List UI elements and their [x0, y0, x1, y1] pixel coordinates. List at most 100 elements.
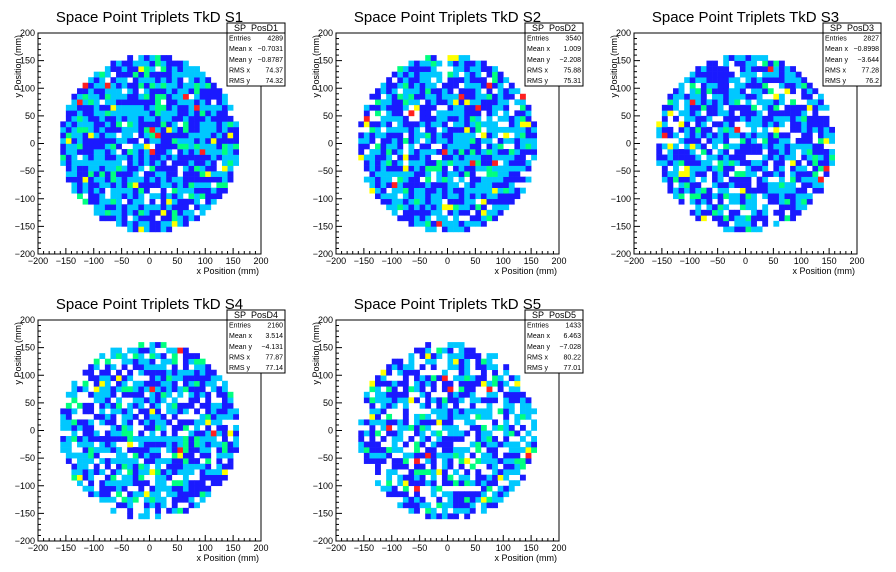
bin [77, 121, 83, 128]
bin [397, 358, 404, 365]
bin [82, 149, 89, 155]
bin [464, 60, 471, 67]
stats-value: −3.644 [857, 57, 879, 64]
bin [155, 104, 161, 111]
bin [739, 143, 746, 150]
bin [71, 463, 78, 470]
bin [447, 391, 454, 398]
bin [430, 165, 437, 172]
bin [369, 419, 376, 426]
bin [739, 176, 746, 183]
bin [138, 71, 145, 78]
bin [171, 88, 178, 95]
bin [104, 430, 111, 437]
bin [778, 99, 785, 106]
bin [391, 458, 398, 464]
bin [121, 364, 128, 371]
bin [469, 160, 476, 166]
bin [99, 165, 106, 172]
bin [77, 99, 83, 106]
bin [689, 132, 696, 139]
bin [706, 149, 713, 155]
bin [519, 187, 526, 194]
bin [391, 149, 398, 155]
bin [436, 110, 443, 117]
bin [160, 60, 167, 67]
bin [414, 474, 420, 481]
bin [673, 187, 679, 194]
bin [508, 149, 515, 155]
bin [425, 143, 432, 150]
bin [380, 115, 387, 122]
bin [116, 160, 122, 166]
bin [464, 419, 471, 426]
bin [678, 126, 685, 133]
bin [762, 60, 769, 67]
bin [486, 126, 493, 133]
bin [689, 176, 696, 183]
bin [784, 132, 791, 139]
bin [762, 171, 769, 177]
bin [233, 126, 239, 133]
bin [121, 209, 128, 216]
bin [829, 126, 835, 133]
bin [221, 447, 228, 453]
bin [375, 413, 381, 420]
bin [82, 430, 89, 437]
bin [469, 507, 476, 514]
bin [77, 93, 83, 100]
bin [486, 397, 493, 404]
bin [171, 137, 178, 144]
bin [497, 474, 504, 481]
bin [363, 391, 370, 398]
bin [77, 480, 83, 487]
bin [673, 93, 679, 100]
bin [110, 182, 117, 188]
bin [684, 149, 691, 155]
bin [706, 187, 713, 194]
y-tick-label: 0 [30, 426, 35, 436]
bin [160, 66, 167, 72]
bin [71, 419, 78, 426]
bin [486, 71, 493, 78]
bin [480, 458, 487, 464]
bin [171, 82, 178, 89]
bin [188, 215, 195, 222]
bin [110, 347, 117, 354]
bin [77, 463, 83, 470]
bin [121, 436, 128, 442]
bin [386, 480, 393, 487]
bin [104, 110, 111, 117]
bin [166, 204, 173, 211]
bin [375, 165, 381, 172]
bin [132, 204, 139, 211]
bin [116, 424, 122, 431]
bin [408, 220, 415, 227]
bin [464, 480, 471, 487]
bin [93, 110, 100, 117]
bin [177, 480, 184, 487]
bin [492, 66, 498, 72]
bin [756, 187, 763, 194]
bin [188, 485, 195, 492]
bin [132, 99, 139, 106]
bin [82, 137, 89, 144]
bin [806, 160, 813, 166]
bin [458, 391, 465, 398]
bin [363, 419, 370, 426]
bin [182, 171, 189, 177]
bin [684, 187, 691, 194]
bin [110, 82, 117, 89]
bin [695, 104, 702, 111]
bin [503, 408, 510, 415]
bin [160, 104, 167, 111]
bin [188, 132, 195, 139]
bin [171, 126, 178, 133]
bin [177, 424, 184, 431]
bin [82, 424, 89, 431]
bin [182, 375, 189, 382]
bin [221, 187, 228, 194]
bin [425, 176, 432, 183]
bin [402, 491, 409, 498]
